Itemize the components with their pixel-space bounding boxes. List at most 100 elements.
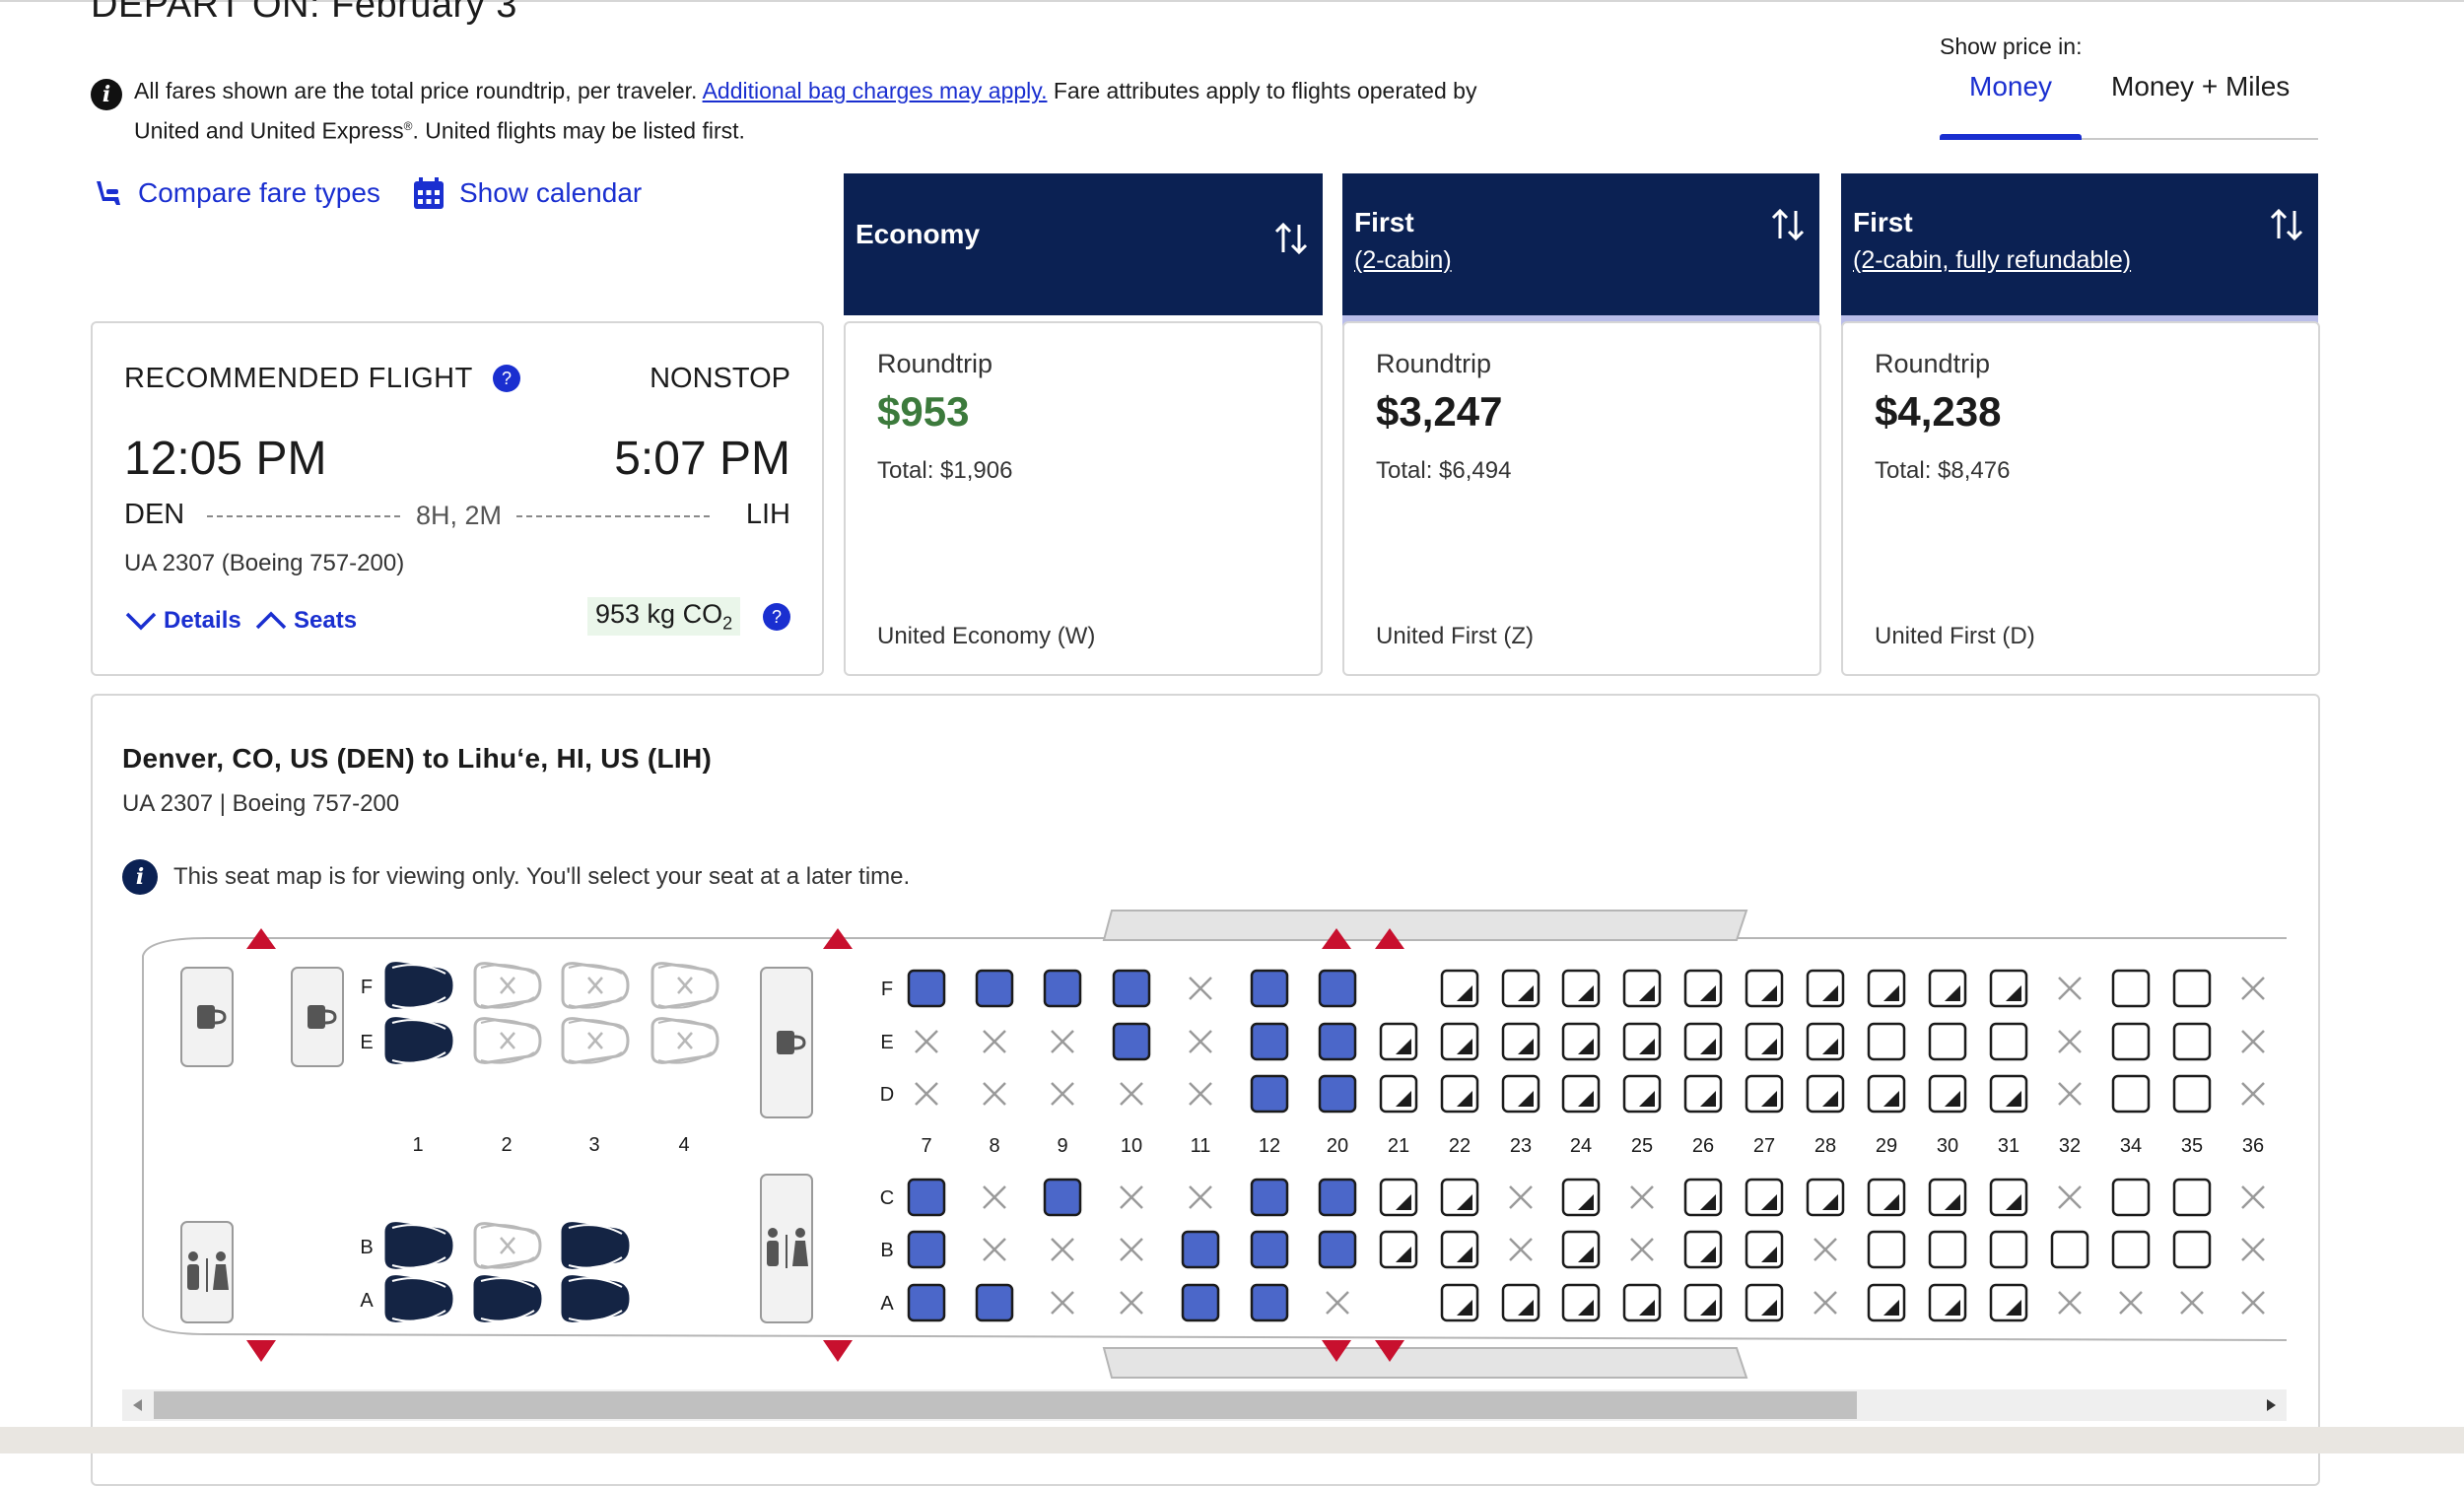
lavatory-icon-body-2 [792, 1241, 808, 1266]
fare-subtitle[interactable]: (2-cabin, fully refundable) [1853, 246, 2132, 274]
row-number-first: 3 [588, 1134, 599, 1156]
first-class-seat[interactable] [384, 1222, 453, 1269]
fare-header-first[interactable]: First (2-cabin) [1342, 173, 1819, 339]
compare-fare-types-label: Compare fare types [138, 177, 380, 208]
economy-seat[interactable] [1989, 1230, 2028, 1269]
exit-up-icon [246, 928, 276, 949]
economy-plus-seat[interactable] [1112, 969, 1151, 1008]
economy-plus-seat[interactable] [907, 1283, 946, 1322]
info-icon: i [91, 79, 122, 110]
economy-plus-seat[interactable] [1043, 969, 1082, 1008]
tab-rule [1940, 138, 2318, 140]
tab-money-miles[interactable]: Money + Miles [2111, 71, 2291, 101]
details-toggle[interactable]: Details [124, 607, 241, 635]
economy-plus-seat[interactable] [1112, 1022, 1151, 1061]
scroll-right-icon[interactable] [2265, 1397, 2279, 1413]
seat-recline-mark [1945, 1194, 1960, 1210]
economy-seat[interactable] [2172, 1230, 2212, 1269]
first-seat-armrest [480, 1224, 535, 1269]
economy-seat[interactable] [2050, 1230, 2089, 1269]
economy-plus-seat[interactable] [1250, 1022, 1289, 1061]
economy-plus-seat[interactable] [907, 969, 946, 1008]
show-calendar-link[interactable]: Show calendar [412, 175, 642, 211]
unavailable-seat [2241, 1238, 2265, 1261]
economy-seat[interactable] [2172, 1178, 2212, 1217]
help-icon[interactable]: ? [493, 365, 520, 392]
price-amount: $953 [877, 388, 970, 435]
row-number: 8 [989, 1135, 999, 1157]
sort-icon[interactable] [1271, 219, 1311, 258]
bag-charges-link[interactable]: Additional bag charges may apply. [702, 78, 1048, 103]
price-amount: $4,238 [1875, 388, 2002, 435]
economy-plus-seat[interactable] [1318, 1022, 1357, 1061]
economy-plus-seat[interactable] [1250, 969, 1289, 1008]
scrollbar-thumb[interactable] [154, 1391, 1857, 1419]
economy-plus-seat[interactable] [1250, 1230, 1289, 1269]
economy-plus-seat[interactable] [907, 1230, 946, 1269]
first-class-seat[interactable] [384, 962, 453, 1009]
first-class-seat[interactable] [561, 1222, 630, 1269]
economy-seat[interactable] [2111, 1178, 2151, 1217]
economy-plus-seat[interactable] [1250, 1178, 1289, 1217]
co2-help-icon[interactable]: ? [763, 603, 790, 631]
tab-money[interactable]: Money [1969, 71, 2053, 101]
seats-toggle[interactable]: Seats [254, 607, 357, 635]
price-card-economy[interactable]: Roundtrip $953 Total: $1,906 United Econ… [844, 321, 1323, 676]
compare-fare-types-link[interactable]: Compare fare types [91, 175, 380, 211]
row-letter: A [880, 1293, 894, 1315]
sort-icon[interactable] [1768, 205, 1808, 244]
economy-plus-seat[interactable] [1043, 1178, 1082, 1217]
row-number: 27 [1753, 1135, 1775, 1157]
first-class-seat[interactable] [384, 1275, 453, 1322]
economy-seat[interactable] [1867, 1022, 1906, 1061]
economy-seat[interactable] [1928, 1022, 1967, 1061]
price-card-first-refundable[interactable]: Roundtrip $4,238 Total: $8,476 United Fi… [1841, 321, 2320, 676]
economy-seat[interactable] [1867, 1230, 1906, 1269]
seat-recline-mark [1761, 1300, 1777, 1316]
economy-seat[interactable] [1989, 1022, 2028, 1061]
seat-recline-mark [1457, 1247, 1472, 1262]
economy-plus-seat[interactable] [907, 1178, 946, 1217]
total-price: Total: $1,906 [877, 457, 1012, 485]
seat-recline-mark [1396, 1247, 1411, 1262]
price-card-first[interactable]: Roundtrip $3,247 Total: $6,494 United Fi… [1342, 321, 1821, 676]
price-amount: $3,247 [1376, 388, 1503, 435]
economy-seat[interactable] [2111, 969, 2151, 1008]
fare-notice: All fares shown are the total price roun… [134, 73, 1514, 149]
unavailable-seat [1051, 1082, 1074, 1106]
fuselage-outline [142, 937, 2288, 1341]
economy-plus-seat[interactable] [1181, 1283, 1220, 1322]
economy-seat[interactable] [2172, 969, 2212, 1008]
economy-plus-seat[interactable] [1250, 1283, 1289, 1322]
economy-seat[interactable] [2172, 1022, 2212, 1061]
stops-label: NONSTOP [650, 363, 790, 394]
economy-plus-seat[interactable] [1318, 1178, 1357, 1217]
first-class-seat[interactable] [473, 1275, 542, 1322]
row-number: 28 [1814, 1135, 1836, 1157]
first-class-seat[interactable] [561, 1275, 630, 1322]
economy-plus-seat[interactable] [1181, 1230, 1220, 1269]
lavatory-icon-body [767, 1241, 779, 1266]
horizontal-scrollbar[interactable] [122, 1389, 2287, 1421]
seat-recline-mark [1578, 1247, 1594, 1262]
lavatory-icon-2 [795, 1228, 805, 1238]
economy-seat[interactable] [2111, 1230, 2151, 1269]
economy-seat[interactable] [2111, 1074, 2151, 1114]
coffee-cup-icon [308, 1005, 325, 1029]
economy-seat[interactable] [1928, 1230, 1967, 1269]
sort-icon[interactable] [2267, 205, 2306, 244]
economy-plus-seat[interactable] [1318, 1230, 1357, 1269]
economy-seat[interactable] [2111, 1022, 2151, 1061]
economy-plus-seat[interactable] [975, 1283, 1014, 1322]
first-class-seat[interactable] [384, 1017, 453, 1064]
scroll-left-icon[interactable] [130, 1397, 144, 1413]
economy-plus-seat[interactable] [1318, 1074, 1357, 1114]
seat-recline-mark [1761, 1194, 1777, 1210]
chevron-down-icon [125, 612, 157, 631]
fare-header-economy[interactable]: Economy [844, 173, 1323, 315]
economy-plus-seat[interactable] [975, 969, 1014, 1008]
fare-subtitle[interactable]: (2-cabin) [1354, 246, 1452, 274]
economy-plus-seat[interactable] [1250, 1074, 1289, 1114]
economy-seat[interactable] [2172, 1074, 2212, 1114]
economy-plus-seat[interactable] [1318, 969, 1357, 1008]
